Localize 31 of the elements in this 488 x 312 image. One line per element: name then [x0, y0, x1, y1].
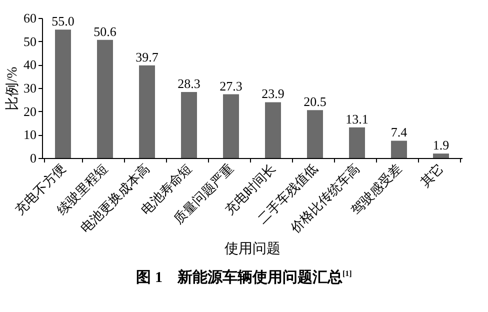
y-tick-label: 30 — [24, 80, 36, 96]
y-tick-label: 10 — [24, 127, 36, 142]
bar — [391, 140, 407, 158]
text: 图 1 新能源车辆使用问题汇总$^{[1]}$ — [135, 268, 353, 287]
data-label: 20.5 — [304, 94, 326, 110]
x-tick-label: 其它 — [417, 160, 446, 190]
x-axis-title: 使用问题 — [224, 240, 280, 257]
y-tick-label: 20 — [24, 104, 36, 119]
bar — [97, 40, 113, 158]
y-tick-label: 0 — [30, 150, 36, 166]
y-axis-title: 比例/% — [4, 66, 20, 110]
bar — [223, 94, 239, 158]
data-label: 13.1 — [346, 111, 368, 126]
bar — [181, 92, 197, 158]
data-label: 7.4 — [390, 124, 408, 140]
data-label: 23.9 — [262, 86, 284, 102]
y-tick-label: 50 — [24, 34, 36, 49]
y-tick-label: 60 — [24, 10, 36, 26]
data-label: 1.9 — [432, 138, 450, 153]
y-tick-label: 40 — [24, 57, 36, 72]
bar — [265, 102, 281, 158]
data-label: 28.3 — [178, 76, 200, 91]
bar — [307, 110, 323, 158]
bar — [349, 127, 365, 158]
data-label: 50.6 — [94, 24, 117, 39]
bar — [139, 65, 155, 158]
bar — [433, 154, 449, 158]
data-label: 55.0 — [52, 14, 74, 29]
bar — [55, 30, 71, 158]
data-label: 39.7 — [136, 49, 159, 64]
data-label: 27.3 — [220, 78, 242, 94]
